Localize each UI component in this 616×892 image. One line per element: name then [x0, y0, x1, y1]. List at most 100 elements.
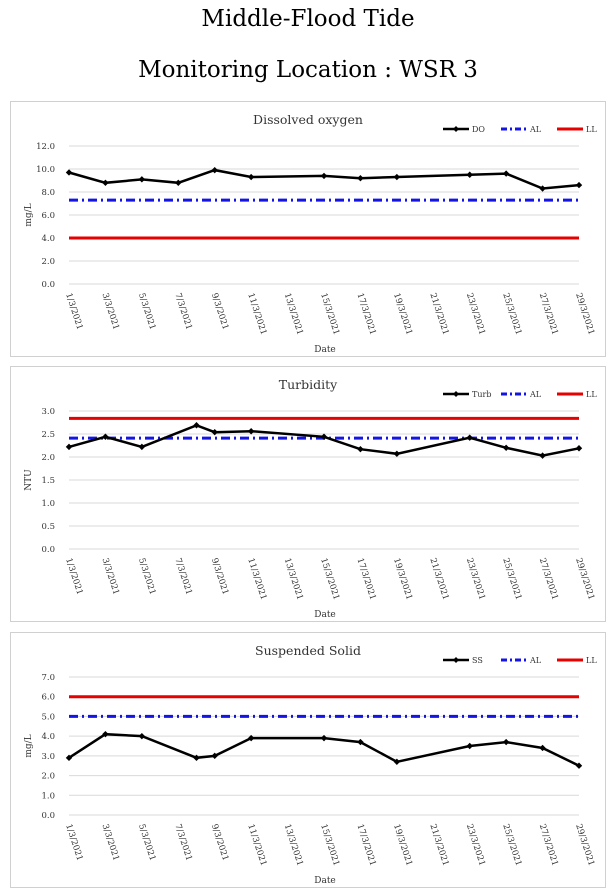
legend-label: Turb	[472, 390, 491, 399]
data-point	[502, 170, 510, 177]
y-tick-label: 0.0	[41, 811, 55, 821]
data-point	[539, 185, 546, 192]
legend-label: AL	[529, 390, 542, 399]
data-point	[138, 176, 146, 183]
x-tick-label: 3/3/2021	[100, 292, 121, 331]
y-tick-label: 0.5	[41, 522, 55, 532]
x-axis-label: Date	[314, 345, 336, 355]
page-title: Middle-Flood Tide	[201, 6, 415, 32]
y-tick-label: 3.0	[41, 752, 55, 762]
data-point	[466, 742, 473, 750]
legend-label: LL	[586, 125, 597, 134]
data-point	[393, 173, 401, 181]
x-axis-label: Date	[314, 876, 336, 886]
data-point	[175, 179, 182, 186]
x-tick-label: 17/3/2021	[355, 292, 378, 337]
data-point	[320, 433, 328, 440]
x-tick-label: 5/3/2021	[136, 557, 157, 596]
x-tick-label: 5/3/2021	[136, 823, 157, 862]
x-tick-label: 11/3/2021	[245, 292, 268, 337]
y-tick-label: 0.0	[41, 545, 55, 555]
x-tick-label: 25/3/2021	[500, 292, 523, 337]
x-tick-label: 3/3/2021	[100, 557, 121, 596]
page-subtitle: Monitoring Location : WSR 3	[138, 57, 478, 83]
x-tick-label: 27/3/2021	[537, 557, 560, 602]
data-point	[502, 738, 510, 746]
x-tick-label: 15/3/2021	[318, 557, 341, 602]
y-tick-label: 2.5	[41, 430, 55, 440]
x-tick-label: 25/3/2021	[500, 557, 523, 602]
y-tick-label: 3.0	[41, 407, 55, 417]
data-point	[320, 172, 328, 180]
chart-suspended-solid: Suspended Solid 0.0 1.0 2.0 3.0 4.0 5.0 6.0 7.0 1…	[24, 643, 597, 886]
y-tick-label: 1.0	[41, 791, 55, 801]
legend-marker	[453, 391, 459, 397]
chart-panel-turbidity: Turbidity 0.0 0.5 1.0 1.5 2.0 2.5 3.0 1/3/2021 3/…	[10, 366, 606, 622]
x-tick-label: 11/3/2021	[245, 557, 268, 602]
y-tick-label: 10.0	[36, 165, 55, 175]
y-tick-label: 8.0	[41, 188, 55, 198]
data-point	[357, 175, 364, 182]
data-point	[466, 171, 473, 178]
data-point	[539, 452, 546, 459]
y-axis-label: mg/L	[24, 203, 34, 226]
x-tick-label: 3/3/2021	[100, 823, 121, 862]
legend-label: LL	[586, 390, 597, 399]
x-tick-label: 19/3/2021	[391, 557, 414, 602]
data-point	[575, 445, 583, 452]
x-tick-label: 15/3/2021	[318, 823, 341, 868]
x-tick-label: 19/3/2021	[391, 823, 414, 868]
legend-label: SS	[472, 656, 483, 665]
data-point	[138, 443, 146, 451]
y-tick-label: 6.0	[41, 211, 55, 221]
chart-turbidity: Turbidity 0.0 0.5 1.0 1.5 2.0 2.5 3.0 1/3/2021 3/…	[24, 377, 597, 620]
x-tick-label: 9/3/2021	[209, 292, 230, 331]
data-point	[65, 169, 73, 176]
x-tick-label: 29/3/2021	[573, 292, 596, 337]
legend-marker	[453, 126, 459, 132]
data-point	[247, 173, 255, 181]
y-tick-label: 12.0	[36, 142, 55, 152]
x-tick-label: 13/3/2021	[282, 823, 305, 868]
chart-dissolved-oxygen: Dissolved oxygen 0.0 2.0 4.0 6.0 8.0 10.0 12.0 1…	[24, 112, 597, 355]
y-tick-label: 5.0	[41, 712, 55, 722]
x-tick-label: 23/3/2021	[464, 557, 487, 602]
x-tick-label: 5/3/2021	[136, 292, 157, 331]
series-line-turb	[68, 423, 580, 457]
data-point	[247, 428, 255, 435]
legend-label: DO	[472, 125, 485, 134]
x-tick-label: 15/3/2021	[318, 292, 341, 337]
x-tick-label: 13/3/2021	[282, 557, 305, 602]
chart-panel-dissolved-oxygen: Dissolved oxygen 0.0 2.0 4.0 6.0 8.0 10.0 12.0 1…	[10, 101, 606, 357]
y-tick-label: 2.0	[41, 257, 55, 267]
y-tick-label: 4.0	[41, 732, 55, 742]
x-tick-label: 17/3/2021	[355, 823, 378, 868]
data-point	[575, 181, 583, 189]
y-tick-label: 2.0	[41, 772, 55, 782]
data-point	[102, 179, 109, 186]
x-tick-label: 11/3/2021	[245, 823, 268, 868]
chart-panel-suspended-solid: Suspended Solid 0.0 1.0 2.0 3.0 4.0 5.0 6.0 7.0 1…	[10, 632, 606, 888]
data-point	[211, 166, 218, 174]
data-point	[357, 445, 364, 453]
data-point	[539, 744, 546, 752]
x-tick-label: 23/3/2021	[464, 823, 487, 868]
data-point	[102, 433, 109, 440]
x-tick-label: 17/3/2021	[355, 557, 378, 602]
x-tick-label: 13/3/2021	[282, 292, 305, 337]
x-tick-label: 21/3/2021	[427, 557, 450, 602]
data-point	[357, 738, 364, 746]
x-tick-label: 27/3/2021	[537, 823, 560, 868]
chart-title: Suspended Solid	[255, 643, 361, 658]
chart-title: Dissolved oxygen	[253, 112, 363, 127]
y-axis-label: NTU	[24, 469, 34, 491]
x-tick-label: 21/3/2021	[427, 292, 450, 337]
data-point	[393, 450, 401, 457]
data-point	[65, 443, 73, 451]
y-tick-label: 4.0	[41, 234, 55, 244]
data-point	[466, 434, 473, 441]
legend-label: LL	[586, 656, 597, 665]
x-tick-label: 27/3/2021	[537, 292, 560, 337]
data-point	[211, 428, 218, 436]
x-tick-label: 29/3/2021	[573, 823, 596, 868]
